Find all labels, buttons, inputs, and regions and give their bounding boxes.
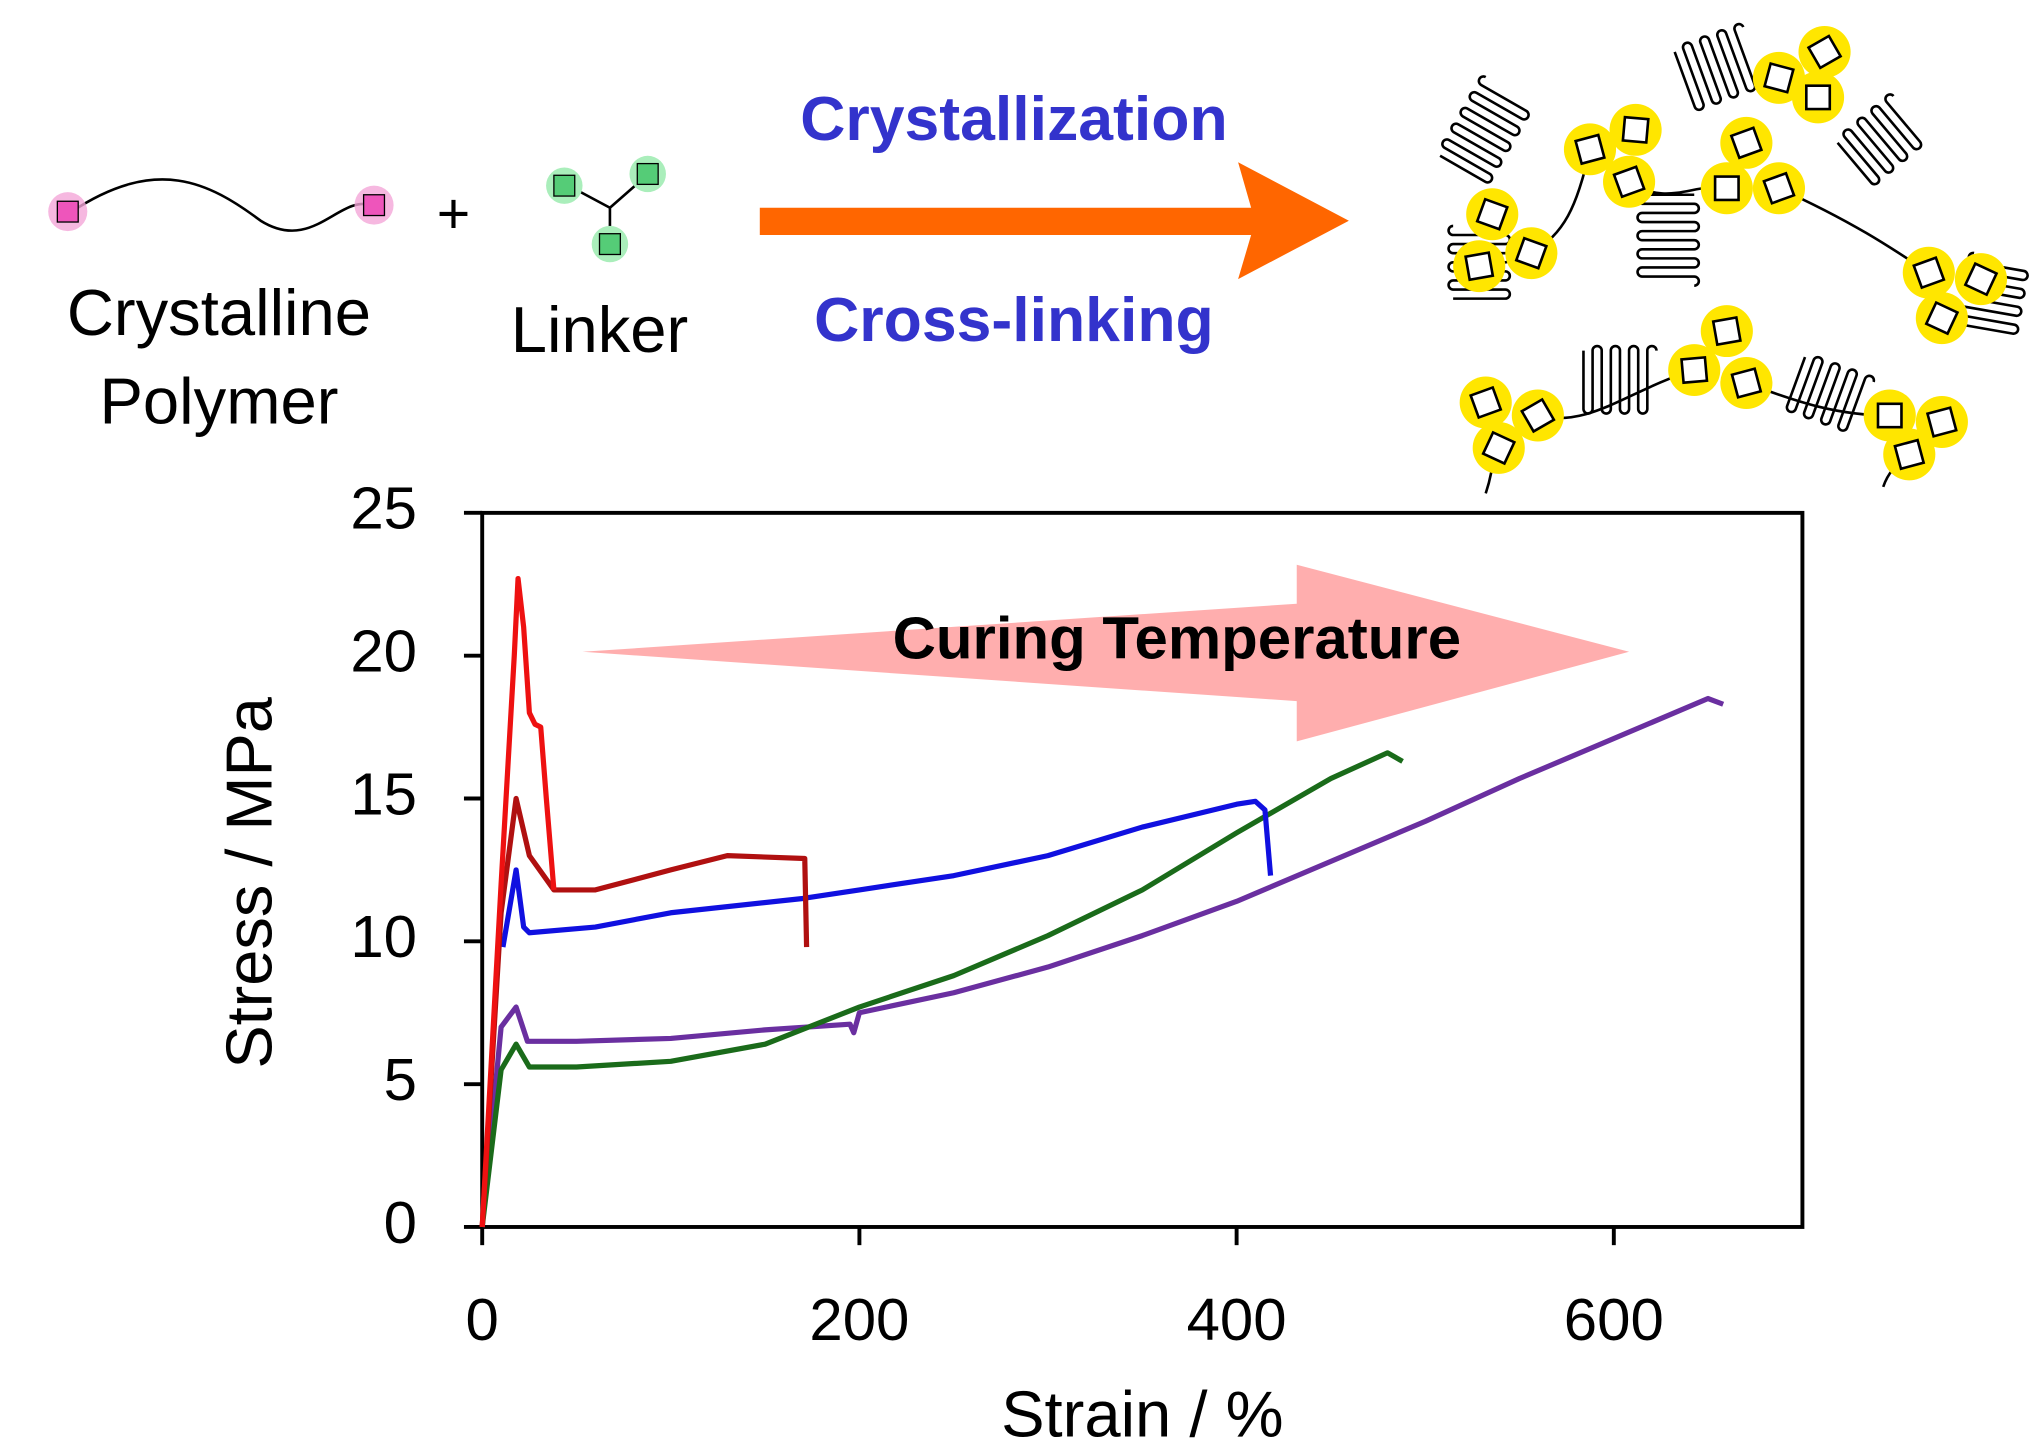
arrow-label: Cross-linking <box>814 285 1214 355</box>
y-axis-title: Stress / MPa <box>212 696 285 1068</box>
polymer-label: Polymer <box>99 365 338 438</box>
crosslink-unit <box>1762 62 1795 94</box>
chain-fold <box>1582 344 1658 415</box>
crosslink-unit <box>1514 236 1549 270</box>
y-tick-label: 0 <box>384 1189 417 1256</box>
crosslink-unit <box>1762 171 1796 205</box>
data-line <box>479 795 810 1228</box>
chain-fold <box>1636 193 1701 287</box>
plot: 0 5 10 15 20 25 0 200 400 600 Strain / % Stress / M… <box>212 475 1805 1449</box>
crosslink-unit <box>1711 316 1742 347</box>
y-tick-label: 10 <box>350 903 417 970</box>
linker-label: Linker <box>511 293 688 366</box>
crosslink-unit <box>1729 126 1764 160</box>
data-line <box>479 575 557 1228</box>
plot-frame <box>480 510 1805 1229</box>
annotation: Curing Temperature <box>893 605 1461 672</box>
crosslink-unit <box>1464 251 1495 282</box>
crosslink-unit <box>1621 115 1650 144</box>
x-tick-label: 400 <box>1187 1286 1287 1353</box>
polymer-chain <box>70 178 372 232</box>
crosslink-unit <box>1574 133 1606 166</box>
y-tick-label: 15 <box>350 760 417 827</box>
network <box>1439 22 2029 494</box>
chain-fold <box>1439 75 1530 184</box>
crosslink-unit <box>1520 397 1556 434</box>
scheme: Crystalline Polymer + Linker Crystalliza… <box>48 22 2029 494</box>
crosslink-unit <box>1469 385 1503 420</box>
crosslink-unit <box>1680 355 1709 385</box>
crosslink-unit <box>1876 402 1903 429</box>
crosslink-unit <box>1713 175 1740 202</box>
x-axis-title: Strain / % <box>1001 1377 1283 1449</box>
plus-sign: + <box>437 182 470 246</box>
chain-fold <box>1836 93 1923 186</box>
crosslink-unit <box>1475 197 1509 231</box>
y-tick-label: 20 <box>350 618 417 685</box>
crosslink-unit <box>1925 406 1958 438</box>
x-tick-label: 600 <box>1564 1286 1664 1353</box>
x-tick-label: 200 <box>809 1286 909 1353</box>
data-line <box>500 798 1274 948</box>
crosslink-unit <box>1806 34 1843 70</box>
arrow-label: Crystallization <box>800 84 1227 154</box>
crosslink-unit <box>1963 261 1999 297</box>
chain-fold <box>1447 224 1512 300</box>
linker <box>546 155 666 263</box>
crosslink-unit <box>1893 438 1926 471</box>
data-line <box>479 750 1404 1228</box>
reaction-arrow <box>759 162 1349 280</box>
crosslink-unit <box>1924 300 1960 336</box>
crosslink-unit <box>1912 256 1946 290</box>
polymer-label: Crystalline <box>67 276 371 349</box>
chain-fold <box>1673 22 1757 112</box>
x-tick-label: 0 <box>466 1286 499 1353</box>
crosslink-unit <box>1612 165 1646 199</box>
crosslink-unit <box>1805 84 1832 111</box>
annotation-arrow <box>582 564 1630 742</box>
data-line <box>479 695 1725 1228</box>
polymer-end-unit <box>362 194 386 217</box>
y-tick-label: 5 <box>384 1046 417 1113</box>
polymer-end-unit <box>56 200 79 223</box>
crosslink-unit <box>1730 367 1763 399</box>
y-tick-label: 25 <box>350 475 417 542</box>
chain-fold <box>1785 355 1876 432</box>
crosslink-unit <box>1481 430 1517 466</box>
